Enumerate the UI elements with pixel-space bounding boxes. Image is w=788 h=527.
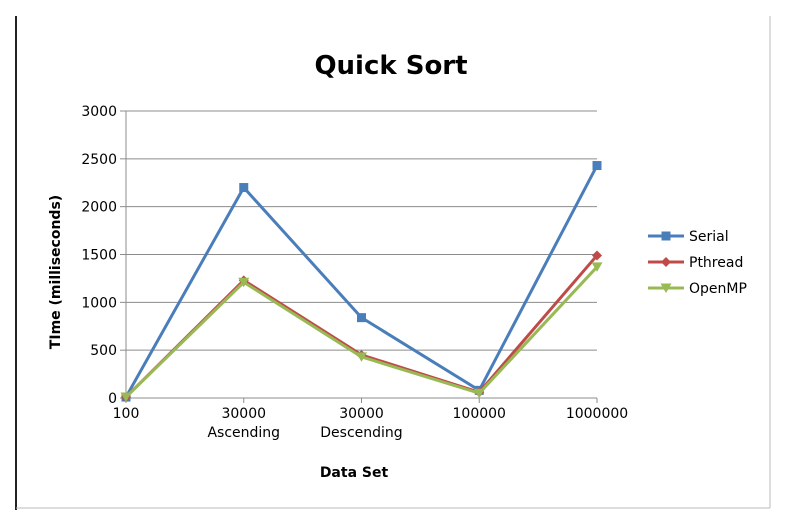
x-tick-label: 1000000 [566, 406, 628, 422]
x-tick-label: 100000 [453, 406, 506, 422]
y-tick-label: 0 [108, 391, 117, 407]
y-tick-labels: 0 500 1000 1500 2000 2500 3000 [81, 104, 117, 407]
x-tick-label: 30000 Ascending [207, 406, 280, 441]
y-tick-label: 500 [90, 343, 117, 359]
y-tick-label: 1500 [81, 248, 117, 264]
data-point-openmp [591, 262, 603, 272]
data-point-serial [592, 161, 602, 171]
chart-title: Quick Sort [314, 51, 467, 81]
legend-label-openmp: OpenMP [689, 281, 747, 297]
y-tick-label: 3000 [81, 104, 117, 120]
legend-marker-pthread [661, 257, 671, 267]
legend: Serial Pthread OpenMP [648, 229, 747, 297]
legend-label-pthread: Pthread [689, 255, 743, 271]
series-line-serial [124, 164, 599, 398]
data-point-pthread [592, 250, 602, 261]
x-axis-title: Data Set [320, 465, 389, 481]
x-tick-labels: 100 30000 Ascending 30000 Descending 100000 10… [113, 406, 629, 441]
x-tick-label: 30000 Descending [320, 406, 402, 441]
data-point-openmp [473, 388, 485, 399]
series-line-openmp [124, 265, 599, 399]
data-point-serial [357, 313, 366, 323]
data-point-serial [239, 183, 249, 193]
data-point-openmp [120, 392, 132, 403]
legend-marker-openmp [660, 283, 672, 293]
legend-label-serial: Serial [689, 229, 729, 245]
data-point-openmp [238, 277, 250, 288]
y-tick-label: 2000 [81, 200, 117, 216]
data-point-openmp [356, 352, 367, 362]
y-tick-label: 2500 [81, 152, 117, 168]
y-tick-label: 1000 [81, 295, 117, 311]
axes [120, 110, 598, 403]
y-axis-title: TIme (milliseconds) [48, 195, 64, 349]
series-lines [120, 161, 603, 403]
legend-marker-serial [661, 231, 671, 241]
x-tick-label: 100 [113, 406, 140, 422]
